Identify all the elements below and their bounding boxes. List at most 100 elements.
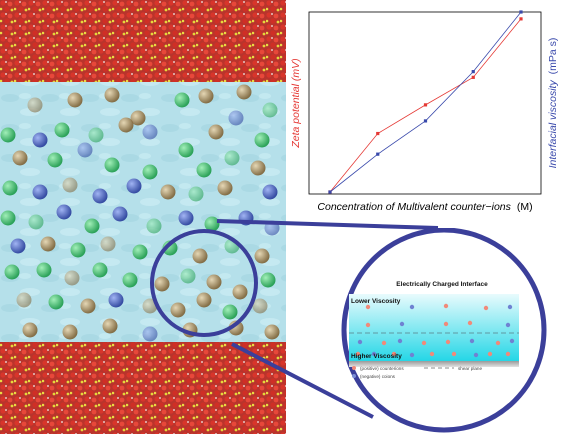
simulation-snapshot bbox=[0, 0, 286, 434]
green-sphere bbox=[88, 127, 104, 143]
positive-counterion bbox=[381, 340, 387, 346]
blue-sphere bbox=[77, 142, 93, 158]
tan-sphere bbox=[206, 274, 222, 290]
tan-sphere bbox=[16, 292, 32, 308]
green-sphere bbox=[262, 102, 278, 118]
blue-sphere bbox=[56, 204, 72, 220]
positive-counterion bbox=[495, 340, 501, 346]
tan-sphere bbox=[264, 324, 280, 340]
blue-sphere bbox=[228, 110, 244, 126]
tan-sphere bbox=[208, 124, 224, 140]
tan-sphere bbox=[40, 236, 56, 252]
green-sphere bbox=[174, 92, 190, 108]
green-sphere bbox=[104, 157, 120, 173]
series-left-point bbox=[471, 75, 475, 79]
positive-counterion bbox=[445, 339, 451, 345]
positive-counterion bbox=[391, 351, 397, 357]
tan-sphere bbox=[252, 298, 268, 314]
blue-sphere bbox=[10, 238, 26, 254]
top-wall bbox=[0, 0, 286, 82]
tan-sphere bbox=[64, 270, 80, 286]
green-sphere bbox=[204, 216, 220, 232]
negative-coion bbox=[357, 339, 363, 345]
tan-sphere bbox=[196, 292, 212, 308]
y-axis-right-label: Interfacial viscosity (mPa s) bbox=[547, 38, 559, 169]
tan-sphere bbox=[118, 117, 134, 133]
series-left-point bbox=[519, 17, 523, 21]
green-sphere bbox=[162, 240, 178, 256]
negative-coion bbox=[507, 304, 513, 310]
legend-positive-marker bbox=[352, 366, 356, 370]
blue-sphere bbox=[126, 178, 142, 194]
series-left-point bbox=[376, 131, 380, 136]
green-sphere bbox=[92, 262, 108, 278]
negative-coion bbox=[371, 351, 377, 357]
negative-coion bbox=[409, 304, 415, 310]
zoom-source-ring bbox=[150, 229, 258, 337]
negative-coion bbox=[473, 352, 479, 358]
green-sphere bbox=[180, 268, 196, 284]
green-sphere bbox=[28, 214, 44, 230]
tan-sphere bbox=[198, 88, 214, 104]
negative-coion bbox=[399, 321, 405, 327]
green-sphere bbox=[146, 218, 162, 234]
positive-counterion bbox=[365, 322, 371, 328]
green-sphere bbox=[260, 272, 276, 288]
green-sphere bbox=[2, 180, 18, 196]
positive-counterion bbox=[467, 320, 473, 326]
green-sphere bbox=[122, 272, 138, 288]
series-right-point bbox=[328, 190, 332, 194]
negative-coion bbox=[397, 338, 403, 344]
zoom-line-top bbox=[216, 219, 439, 230]
legend-positive-text: (positive) counterions bbox=[360, 366, 404, 371]
zoom-line-bottom bbox=[231, 342, 374, 419]
legend-shear-text: shear plane bbox=[458, 366, 482, 371]
green-sphere bbox=[196, 162, 212, 178]
negative-coion bbox=[469, 338, 475, 344]
positive-counterion bbox=[451, 351, 457, 357]
blue-sphere bbox=[32, 184, 48, 200]
green-sphere bbox=[142, 164, 158, 180]
x-axis-label: Concentration of Multivalent counter−ion… bbox=[317, 201, 532, 213]
negative-coion bbox=[505, 322, 511, 328]
tan-sphere bbox=[154, 276, 170, 292]
blue-sphere bbox=[142, 326, 158, 342]
legend-negative-text: (negative) coions bbox=[360, 374, 396, 379]
series-left-point bbox=[423, 103, 428, 107]
series-right-point bbox=[471, 70, 475, 74]
negative-coion bbox=[409, 352, 415, 358]
tan-sphere bbox=[22, 322, 38, 338]
green-sphere bbox=[0, 210, 16, 226]
green-sphere bbox=[132, 244, 148, 260]
higher-viscosity-label: Higher Viscosity bbox=[351, 353, 402, 360]
fluid-layer bbox=[349, 294, 519, 362]
bottom-wall bbox=[0, 342, 286, 434]
tan-sphere bbox=[12, 150, 28, 166]
green-sphere bbox=[84, 218, 100, 234]
tan-sphere bbox=[67, 92, 83, 108]
green-sphere bbox=[0, 127, 16, 143]
tan-sphere bbox=[62, 177, 78, 193]
green-sphere bbox=[254, 132, 270, 148]
tan-sphere bbox=[250, 160, 266, 176]
legend-negative-marker bbox=[352, 374, 356, 378]
positive-counterion bbox=[483, 305, 489, 311]
blue-sphere bbox=[262, 184, 278, 200]
blue-sphere bbox=[142, 124, 158, 140]
tan-sphere bbox=[232, 284, 248, 300]
blue-sphere bbox=[32, 132, 48, 148]
charged-surface bbox=[349, 361, 519, 367]
tan-sphere bbox=[100, 236, 116, 252]
green-sphere bbox=[48, 294, 64, 310]
positive-counterion bbox=[355, 351, 361, 357]
blue-sphere bbox=[108, 292, 124, 308]
magnified-interface: Electrically Charged Interface Lower Vis… bbox=[341, 228, 547, 433]
tan-sphere bbox=[192, 248, 208, 264]
series-right-point bbox=[519, 10, 523, 14]
chart: Zeta potential (mV) Interfacial viscosit… bbox=[290, 10, 559, 213]
tan-sphere bbox=[102, 318, 118, 334]
tan-sphere bbox=[236, 84, 252, 100]
tan-sphere bbox=[27, 97, 43, 113]
blue-sphere bbox=[92, 188, 108, 204]
